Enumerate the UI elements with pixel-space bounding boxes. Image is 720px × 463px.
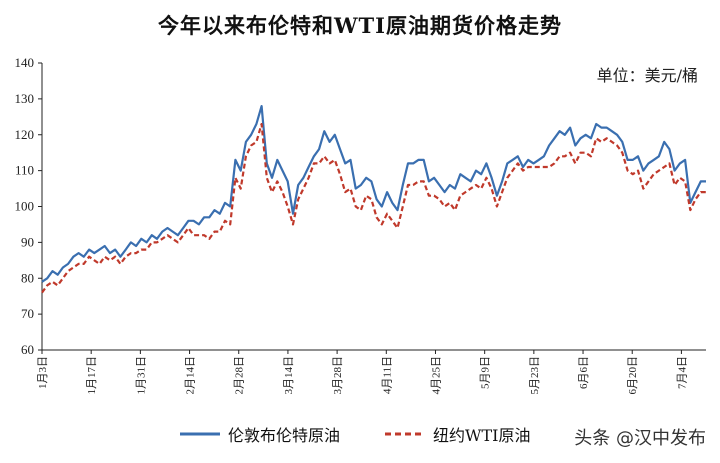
- y-tick-label: 80: [21, 270, 34, 285]
- y-tick-label: 90: [21, 234, 34, 249]
- legend-wti: 纽约WTI原油: [385, 422, 530, 446]
- x-axis-ticks: 1月3日 1月17日 1月31日 2月14日 2月28日 3月14日 3月28日 4月11日 4…: [37, 350, 688, 395]
- series-line-wti: [41, 122, 706, 294]
- x-tick-label: 2月28日: [234, 356, 246, 395]
- x-tick-label: 6月20日: [627, 356, 639, 395]
- y-tick-label: 100: [15, 199, 35, 214]
- chart-series: [41, 105, 706, 294]
- x-tick-label: 1月31日: [135, 356, 147, 395]
- x-tick-label: 3月28日: [332, 356, 344, 395]
- legend-wti-swatch: [385, 432, 425, 436]
- price-line-chart: 60 70 80 90 100 110 120 130 140 1月3日 1月17日 1月31日 2月…: [15, 55, 706, 395]
- x-tick-label: 1月17日: [86, 356, 98, 395]
- x-tick-label: 3月14日: [283, 356, 295, 395]
- watermark: 头条 @汉中发布: [574, 428, 706, 449]
- legend-brent-label: 伦敦布伦特原油: [228, 426, 341, 445]
- legend-brent-swatch: [180, 432, 220, 436]
- y-tick-label: 130: [15, 91, 35, 106]
- unit-label: 单位：美元/桶: [596, 66, 698, 85]
- x-tick-label: 4月11日: [381, 356, 393, 394]
- y-tick-label: 110: [15, 163, 34, 178]
- x-tick-label: 1月3日: [37, 356, 49, 389]
- x-tick-label: 4月25日: [430, 356, 442, 395]
- y-axis-ticks: 60 70 80 90 100 110 120 130 140: [15, 55, 42, 357]
- legend-brent: 伦敦布伦特原油: [180, 422, 340, 446]
- x-tick-label: 7月4日: [676, 356, 688, 389]
- series-line-brent: [41, 105, 706, 283]
- legend-wti-label: 纽约WTI原油: [433, 426, 531, 445]
- y-tick-label: 70: [21, 306, 34, 321]
- chart-title: 今年以来布伦特和WTI原油期货价格走势: [157, 13, 563, 38]
- x-tick-label: 6月6日: [578, 356, 590, 389]
- y-tick-label: 140: [15, 55, 35, 70]
- x-tick-label: 5月9日: [480, 356, 492, 389]
- x-tick-label: 5月23日: [529, 356, 541, 395]
- y-tick-label: 120: [15, 127, 35, 142]
- x-tick-label: 2月14日: [185, 356, 197, 395]
- y-tick-label: 60: [21, 342, 34, 357]
- chart-axes: [41, 63, 706, 351]
